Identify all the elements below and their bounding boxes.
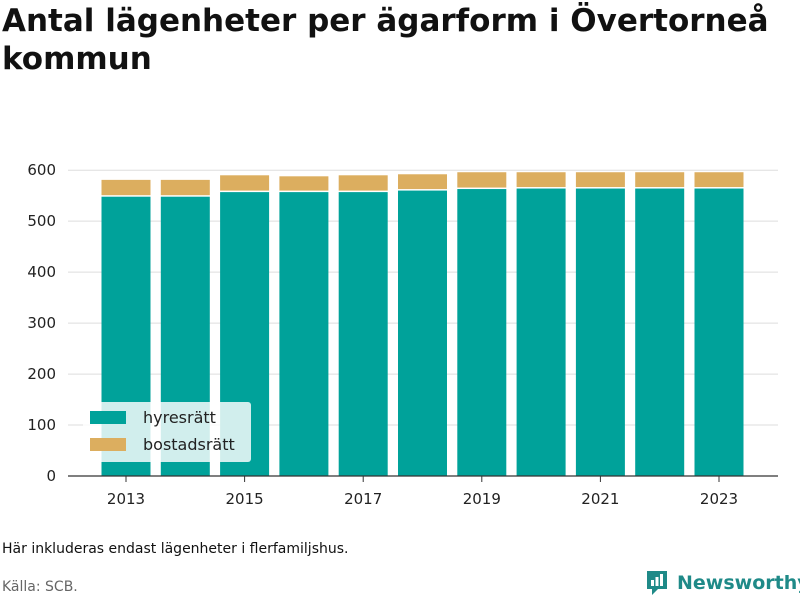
bar-bostadsratt bbox=[220, 175, 270, 191]
x-tick-label: 2017 bbox=[344, 490, 382, 508]
bar-hyresratt bbox=[635, 188, 685, 476]
x-tick-label: 2019 bbox=[463, 490, 501, 508]
bar-bostadsratt bbox=[457, 172, 507, 188]
x-tick-label: 2013 bbox=[107, 490, 145, 508]
bar-bostadsratt bbox=[160, 179, 210, 196]
bar-hyresratt bbox=[457, 189, 507, 476]
brand-name: Newsworthy bbox=[677, 572, 800, 594]
y-tick-label: 0 bbox=[46, 467, 56, 485]
bar-bostadsratt bbox=[279, 176, 329, 191]
newsworthy-logo: Newsworthy bbox=[645, 568, 800, 598]
bar-hyresratt bbox=[694, 188, 744, 476]
bar-bostadsratt bbox=[575, 172, 625, 188]
bar-hyresratt bbox=[279, 192, 329, 476]
x-tick-label: 2015 bbox=[226, 490, 264, 508]
y-tick-label: 200 bbox=[27, 365, 56, 383]
legend-swatch-bostadsratt bbox=[90, 438, 126, 451]
bar-bostadsratt bbox=[635, 172, 685, 188]
y-tick-label: 600 bbox=[27, 161, 56, 179]
source-text: Källa: SCB. bbox=[2, 579, 78, 595]
y-tick-label: 400 bbox=[27, 263, 56, 281]
bar-bostadsratt bbox=[516, 172, 566, 188]
legend-swatch-hyresratt bbox=[90, 411, 126, 424]
legend-label-hyresratt: hyresrätt bbox=[143, 408, 216, 427]
footnote: Här inkluderas endast lägenheter i flerf… bbox=[2, 541, 349, 557]
bar-hyresratt bbox=[398, 190, 447, 477]
bar-bostadsratt bbox=[398, 174, 447, 190]
bar-bostadsratt bbox=[694, 172, 744, 188]
y-tick-label: 300 bbox=[27, 314, 56, 332]
newsworthy-logo-icon bbox=[647, 571, 667, 595]
legend-label-bostadsratt: bostadsrätt bbox=[143, 435, 235, 454]
y-axis: 0 100 200 300 400 500 600 bbox=[27, 161, 56, 485]
chart-title: Antal lägenheter per ägarform i Övertorn… bbox=[2, 3, 769, 77]
y-tick-label: 500 bbox=[27, 212, 56, 230]
bar-bostadsratt bbox=[101, 179, 151, 196]
bar-bostadsratt bbox=[338, 175, 388, 191]
x-tick-label: 2023 bbox=[700, 490, 738, 508]
legend: hyresrätt bostadsrätt bbox=[83, 402, 251, 462]
bar-hyresratt bbox=[575, 188, 625, 476]
x-tick-label: 2021 bbox=[581, 490, 619, 508]
bar-hyresratt bbox=[338, 192, 388, 476]
x-axis: 2013 2015 2017 2019 2021 2023 bbox=[68, 475, 778, 508]
y-tick-label: 100 bbox=[27, 416, 56, 434]
bar-hyresratt bbox=[516, 188, 566, 476]
